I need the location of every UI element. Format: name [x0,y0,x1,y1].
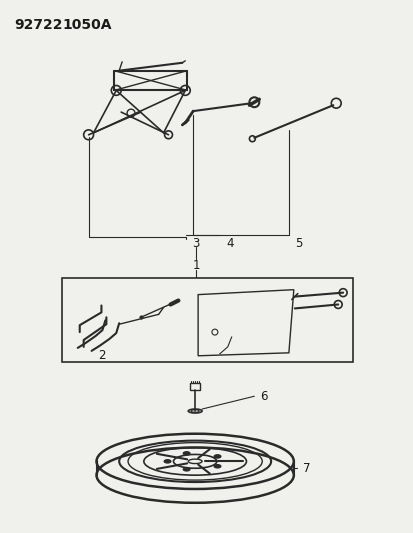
Ellipse shape [214,465,221,468]
Text: 7: 7 [302,462,310,475]
Text: 1: 1 [192,259,199,271]
Text: 4: 4 [225,237,233,250]
Bar [62,278,352,362]
Ellipse shape [183,451,190,455]
Ellipse shape [183,467,190,471]
Ellipse shape [214,455,221,458]
Bar [190,383,199,390]
Text: 5: 5 [294,237,302,250]
Text: 2: 2 [97,349,105,362]
Text: 92722: 92722 [14,18,63,33]
Ellipse shape [164,459,171,463]
Text: 6: 6 [260,390,267,403]
Text: 3: 3 [192,237,199,250]
Text: 1050A: 1050A [62,18,111,33]
